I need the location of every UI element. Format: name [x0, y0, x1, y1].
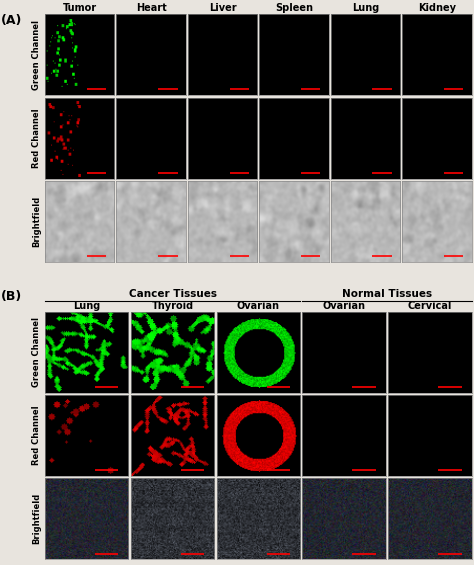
Title: Lung: Lung: [352, 3, 379, 14]
Title: Tumor: Tumor: [63, 3, 97, 14]
Y-axis label: Brightfield: Brightfield: [32, 493, 41, 545]
Text: (B): (B): [1, 290, 22, 303]
Title: Ovarian: Ovarian: [323, 301, 365, 311]
Title: Ovarian: Ovarian: [237, 301, 280, 311]
Title: Heart: Heart: [136, 3, 166, 14]
Title: Liver: Liver: [209, 3, 237, 14]
Y-axis label: Green Channel: Green Channel: [32, 317, 41, 387]
Text: (A): (A): [1, 14, 22, 27]
Title: Kidney: Kidney: [418, 3, 456, 14]
Text: Cancer Tissues: Cancer Tissues: [128, 289, 217, 299]
Y-axis label: Red Channel: Red Channel: [32, 406, 41, 465]
Title: Lung: Lung: [73, 301, 100, 311]
Title: Thyroid: Thyroid: [152, 301, 193, 311]
Text: Normal Tissues: Normal Tissues: [342, 289, 432, 299]
Title: Spleen: Spleen: [275, 3, 313, 14]
Y-axis label: Green Channel: Green Channel: [32, 20, 41, 90]
Y-axis label: Brightfield: Brightfield: [32, 196, 41, 247]
Y-axis label: Red Channel: Red Channel: [32, 108, 41, 168]
Title: Cervical: Cervical: [408, 301, 452, 311]
